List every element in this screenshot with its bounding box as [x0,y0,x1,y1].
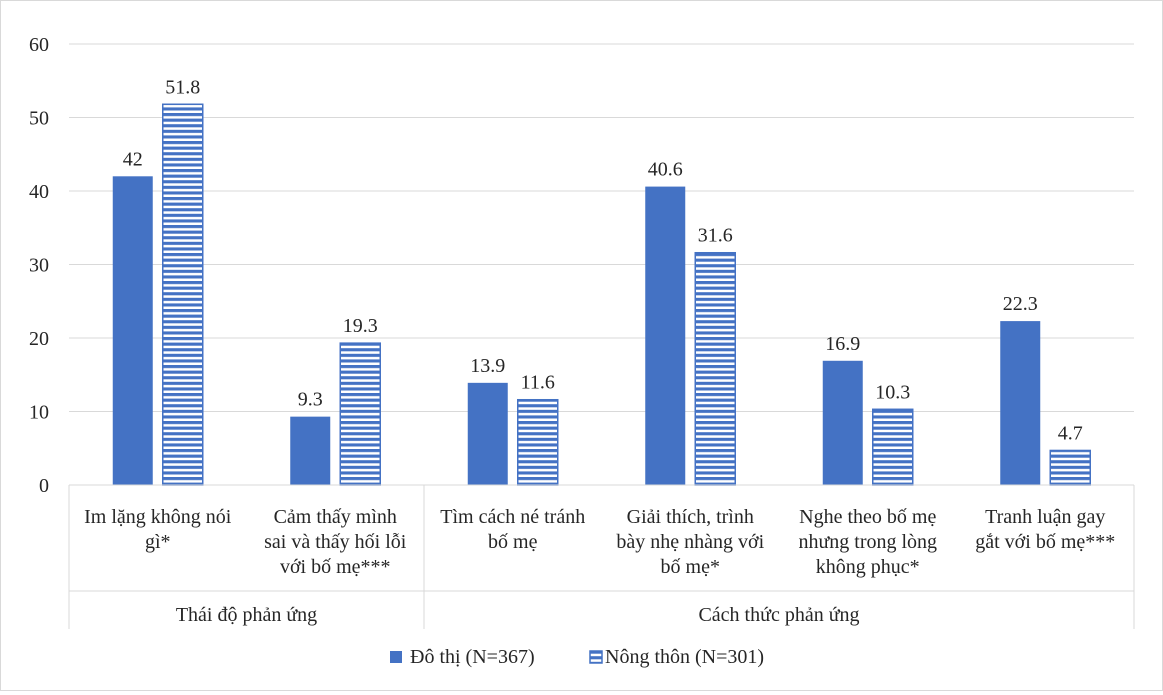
x-tick-label: bố mẹ* [661,556,720,578]
x-tick-label: không phục* [816,556,920,578]
x-tick-label: Im lặng không nói [84,506,232,528]
y-tick-label: 0 [39,475,49,497]
legend: Đô thị (N=367) Nông thôn (N=301) [390,646,764,668]
x-axis: Im lặng không nói gì* Cảm thấy mình sai và … [68,484,1135,629]
legend-swatch-rural [589,650,603,664]
y-tick-label: 60 [29,34,49,56]
legend-label-rural: Nông thôn (N=301) [605,646,764,668]
x-tick-label: nhưng trong lòng [798,531,937,553]
bar-rural [1049,449,1091,486]
bar-urban [1000,321,1041,485]
bar-rural [517,398,559,486]
y-tick-label: 50 [29,108,49,130]
bars [112,103,1091,486]
x-tick-label: sai và thấy hối lỗi [264,531,407,553]
x-tick-label: bố mẹ [488,531,538,553]
x-tick-label: gắt với bố mẹ*** [975,531,1115,553]
bar-rural [694,251,736,486]
bar-rural [162,103,204,486]
x-tick-label: Cảm thấy mình [274,506,397,528]
bar-rural [872,408,914,486]
group-label: Thái độ phản ứng [176,604,317,626]
x-tick-label: gì* [145,531,171,553]
bar-rural [339,342,381,486]
data-label: 22.3 [1003,293,1038,315]
bar-urban [290,416,331,485]
bar-urban [467,382,508,485]
x-tick-label: với bố mẹ*** [280,556,391,578]
bar-urban [112,176,153,486]
data-label: 19.3 [343,315,378,337]
x-tick-label: Tranh luận gay [985,506,1105,528]
x-tick-label: Giải thích, trình [627,506,754,528]
group-label: Cách thức phản ứng [698,604,859,626]
y-tick-label: 10 [29,402,49,424]
x-tick-label: bày nhẹ nhàng với [616,531,764,553]
data-labels: 42 9.3 13.9 40.6 16.9 22.3 51.8 19.3 11.6 31.6 10.… [123,76,1083,444]
data-label: 40.6 [648,159,683,181]
x-tick-label: Nghe theo bố mẹ [799,506,936,528]
data-label: 11.6 [521,372,555,394]
data-label: 13.9 [470,355,505,377]
data-label: 9.3 [298,389,323,411]
data-label: 42 [123,148,143,170]
legend-label-urban: Đô thị (N=367) [410,646,535,668]
y-tick-label: 40 [29,181,49,203]
data-label: 31.6 [698,225,733,247]
data-label: 10.3 [875,381,910,403]
data-label: 4.7 [1058,422,1083,444]
data-label: 16.9 [825,333,860,355]
y-axis-ticks: 0 10 20 30 40 50 60 [29,34,49,497]
y-tick-label: 30 [29,255,49,277]
bar-urban [645,186,686,485]
data-label: 51.8 [165,76,200,98]
y-tick-label: 20 [29,328,49,350]
legend-swatch-urban [390,651,402,663]
gridlines [69,43,1134,412]
x-tick-label: Tìm cách né tránh [440,506,585,528]
bar-urban [822,360,863,485]
